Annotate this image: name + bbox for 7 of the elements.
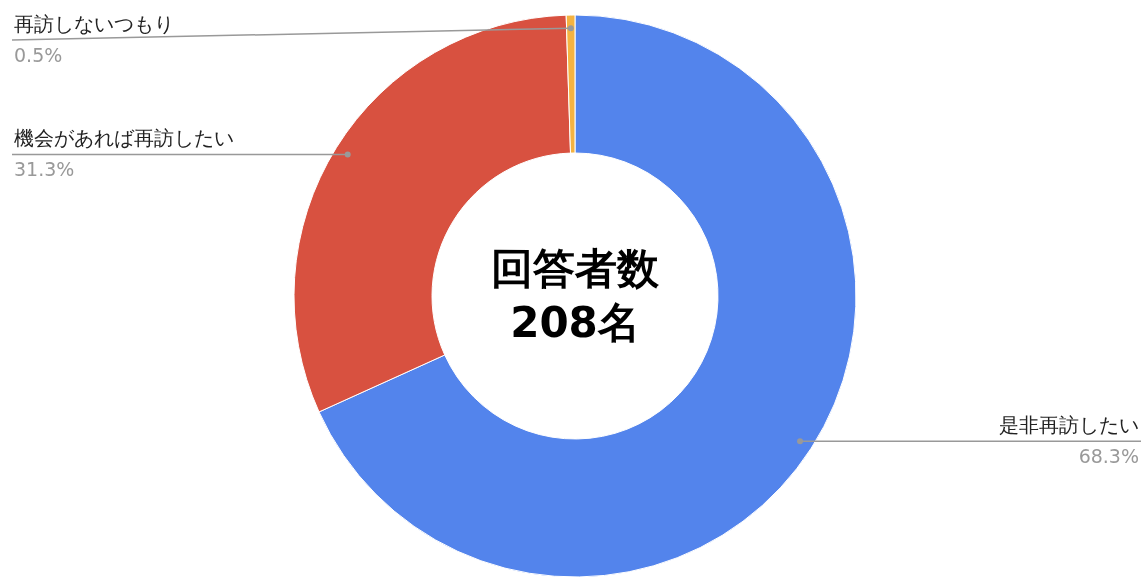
- slice-label: 是非再訪したい: [999, 413, 1139, 438]
- data-label: 31.3%: [14, 158, 75, 181]
- data-label: 0.5%: [14, 44, 63, 66]
- slice-label: 機会があれば再訪したい: [14, 126, 234, 151]
- slice-label: 再訪しないつもり: [14, 12, 174, 36]
- data-label: 68.3%: [1078, 445, 1139, 468]
- text: 回答者数 208名: [491, 244, 660, 347]
